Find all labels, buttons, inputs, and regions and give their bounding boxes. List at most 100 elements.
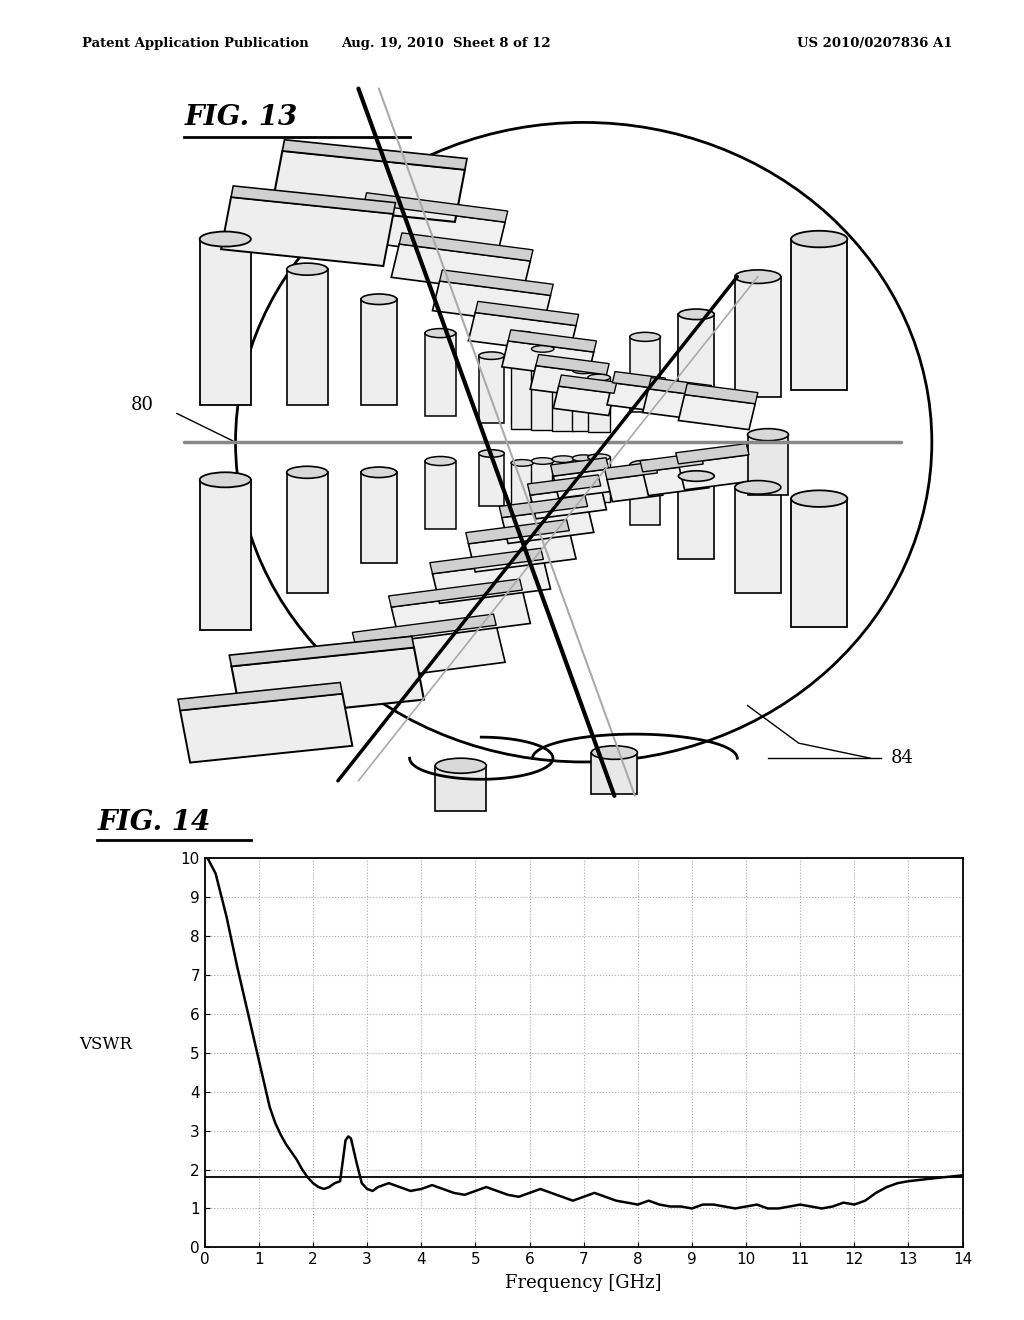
FancyBboxPatch shape [287,269,328,404]
Ellipse shape [588,454,610,461]
Polygon shape [502,507,594,544]
Ellipse shape [592,746,637,759]
Ellipse shape [630,461,660,470]
Ellipse shape [630,333,660,342]
Polygon shape [391,590,530,640]
Ellipse shape [748,429,788,441]
Ellipse shape [511,459,534,466]
Polygon shape [500,495,588,517]
Text: FIG. 14: FIG. 14 [97,809,211,836]
Polygon shape [640,453,703,471]
FancyBboxPatch shape [735,277,781,397]
Polygon shape [432,281,551,325]
FancyBboxPatch shape [479,454,504,506]
Polygon shape [466,520,569,544]
Polygon shape [439,269,553,296]
Ellipse shape [679,471,715,482]
Polygon shape [388,579,522,607]
Polygon shape [352,614,497,643]
FancyBboxPatch shape [552,459,574,516]
Ellipse shape [531,458,554,465]
Polygon shape [229,636,414,667]
Ellipse shape [200,231,251,247]
Ellipse shape [588,374,610,380]
Polygon shape [530,366,606,399]
Ellipse shape [478,352,504,359]
Polygon shape [475,301,579,326]
Polygon shape [676,444,749,463]
FancyBboxPatch shape [511,463,534,543]
FancyBboxPatch shape [425,333,456,416]
Polygon shape [604,462,657,479]
Polygon shape [559,375,616,393]
FancyBboxPatch shape [791,499,848,627]
Ellipse shape [425,329,456,338]
Polygon shape [678,395,756,429]
Ellipse shape [572,455,595,462]
FancyBboxPatch shape [287,473,328,593]
Polygon shape [527,475,601,495]
Polygon shape [553,469,614,498]
Ellipse shape [360,467,397,478]
FancyBboxPatch shape [735,487,781,593]
FancyBboxPatch shape [592,752,637,793]
Text: Aug. 19, 2010  Sheet 8 of 12: Aug. 19, 2010 Sheet 8 of 12 [341,37,550,50]
FancyBboxPatch shape [552,363,574,430]
FancyBboxPatch shape [588,457,610,503]
Ellipse shape [531,346,554,352]
Polygon shape [530,486,606,519]
FancyBboxPatch shape [678,314,715,404]
FancyBboxPatch shape [630,337,660,412]
FancyBboxPatch shape [748,434,788,495]
FancyBboxPatch shape [200,479,251,630]
Y-axis label: VSWR: VSWR [79,1036,132,1053]
FancyBboxPatch shape [479,355,504,424]
Polygon shape [607,383,663,412]
Polygon shape [468,531,577,572]
Ellipse shape [572,367,595,374]
X-axis label: Frequency [GHz]: Frequency [GHz] [506,1274,662,1292]
Ellipse shape [435,758,486,774]
FancyBboxPatch shape [360,473,397,562]
FancyBboxPatch shape [425,461,456,529]
Polygon shape [432,560,551,603]
Ellipse shape [478,450,504,457]
Polygon shape [272,150,465,222]
Text: 80: 80 [131,396,154,413]
Polygon shape [221,197,393,267]
Polygon shape [678,455,756,490]
Polygon shape [468,313,577,354]
Polygon shape [364,193,508,222]
Polygon shape [607,473,663,502]
Polygon shape [643,389,709,420]
FancyBboxPatch shape [678,477,715,558]
Text: 84: 84 [891,750,913,767]
FancyBboxPatch shape [588,378,610,432]
Polygon shape [283,140,467,170]
Polygon shape [231,186,395,214]
Ellipse shape [791,231,848,247]
Ellipse shape [200,473,251,487]
FancyBboxPatch shape [511,334,534,429]
Polygon shape [178,682,342,710]
Ellipse shape [552,455,574,462]
Polygon shape [355,203,505,259]
Ellipse shape [791,490,848,507]
Text: FIG. 13: FIG. 13 [184,103,298,131]
FancyBboxPatch shape [572,371,595,432]
Polygon shape [231,648,424,718]
Polygon shape [399,232,534,261]
FancyBboxPatch shape [531,348,554,430]
Polygon shape [648,378,712,396]
FancyBboxPatch shape [360,300,397,404]
Ellipse shape [287,466,328,478]
FancyBboxPatch shape [572,458,595,510]
Polygon shape [553,387,614,416]
Ellipse shape [679,309,715,319]
Polygon shape [536,355,609,375]
FancyBboxPatch shape [435,766,486,810]
Polygon shape [430,548,544,574]
Ellipse shape [425,457,456,466]
Polygon shape [355,626,505,681]
Text: US 2010/0207836 A1: US 2010/0207836 A1 [797,37,952,50]
